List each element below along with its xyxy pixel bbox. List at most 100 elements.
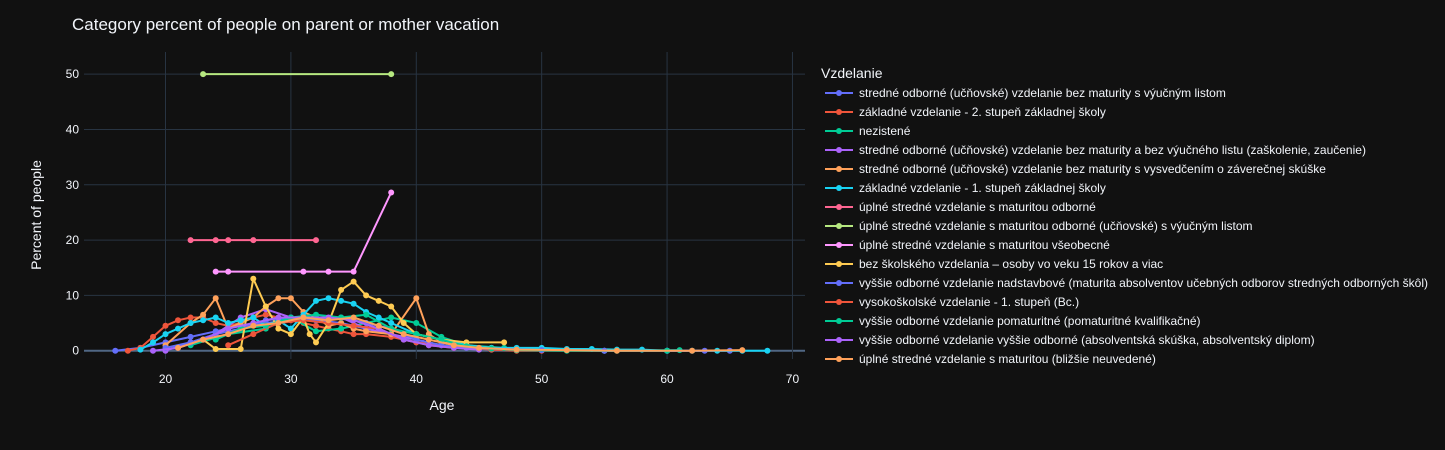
data-point[interactable] xyxy=(225,342,232,349)
data-point[interactable] xyxy=(350,314,357,321)
series-10[interactable] xyxy=(200,275,508,352)
data-point[interactable] xyxy=(513,346,520,353)
series-15[interactable] xyxy=(175,314,746,354)
legend-item-7[interactable]: úplné stredné vzdelanie s maturitou odbo… xyxy=(825,200,1096,214)
data-point[interactable] xyxy=(338,325,345,332)
data-point[interactable] xyxy=(262,311,269,318)
data-point[interactable] xyxy=(250,275,257,282)
data-point[interactable] xyxy=(350,268,357,275)
data-point[interactable] xyxy=(250,331,257,338)
legend-item-13[interactable]: vyššie odborné vzdelanie pomaturitné (po… xyxy=(825,314,1201,328)
data-point[interactable] xyxy=(450,342,457,349)
data-point[interactable] xyxy=(300,314,307,321)
series-7[interactable] xyxy=(187,237,319,244)
data-point[interactable] xyxy=(175,344,181,351)
data-point[interactable] xyxy=(338,297,345,304)
data-point[interactable] xyxy=(225,325,232,332)
data-point[interactable] xyxy=(162,322,169,329)
data-point[interactable] xyxy=(112,347,119,354)
data-point[interactable] xyxy=(689,347,696,354)
data-point[interactable] xyxy=(375,314,382,321)
legend-item-1[interactable]: stredné odborné (učňovské) vzdelanie bez… xyxy=(825,86,1226,100)
legend-item-6[interactable]: základné vzdelanie - 1. stupeň základnej… xyxy=(825,181,1106,195)
data-point[interactable] xyxy=(225,237,232,244)
data-point[interactable] xyxy=(363,311,370,318)
data-point[interactable] xyxy=(225,268,232,275)
data-point[interactable] xyxy=(200,311,207,318)
data-point[interactable] xyxy=(275,295,282,302)
data-point[interactable] xyxy=(764,347,771,354)
data-point[interactable] xyxy=(400,331,407,338)
data-point[interactable] xyxy=(613,347,620,354)
legend[interactable]: Vzdelanie stredné odborné (učňovské) vzd… xyxy=(821,65,1428,366)
data-point[interactable] xyxy=(400,320,407,326)
data-point[interactable] xyxy=(187,314,194,321)
data-point[interactable] xyxy=(212,295,219,302)
data-point[interactable] xyxy=(187,237,194,244)
data-point[interactable] xyxy=(388,314,395,321)
data-point[interactable] xyxy=(476,344,482,351)
data-point[interactable] xyxy=(425,336,432,343)
data-point[interactable] xyxy=(363,292,370,299)
legend-item-3[interactable]: nezistené xyxy=(825,124,911,138)
data-point[interactable] xyxy=(375,322,382,329)
legend-item-11[interactable]: vyššie odborné vzdelanie nadstavbové (ma… xyxy=(825,276,1428,290)
data-point[interactable] xyxy=(187,333,194,340)
data-point[interactable] xyxy=(739,347,746,354)
data-point[interactable] xyxy=(413,295,420,302)
data-point[interactable] xyxy=(150,347,156,354)
data-point[interactable] xyxy=(413,320,420,326)
data-point[interactable] xyxy=(350,322,357,329)
data-point[interactable] xyxy=(250,237,257,244)
data-point[interactable] xyxy=(175,317,181,324)
series-8[interactable] xyxy=(200,71,395,78)
data-point[interactable] xyxy=(313,311,319,318)
data-point[interactable] xyxy=(212,237,219,244)
data-point[interactable] xyxy=(313,339,319,346)
data-point[interactable] xyxy=(375,297,382,304)
data-point[interactable] xyxy=(275,320,282,326)
data-point[interactable] xyxy=(212,268,219,275)
data-point[interactable] xyxy=(250,314,257,321)
data-point[interactable] xyxy=(237,346,244,352)
data-point[interactable] xyxy=(325,268,332,275)
data-point[interactable] xyxy=(162,331,169,338)
data-point[interactable] xyxy=(212,346,219,352)
data-point[interactable] xyxy=(200,317,207,324)
data-point[interactable] xyxy=(275,325,282,332)
data-point[interactable] xyxy=(325,317,332,324)
data-point[interactable] xyxy=(388,320,395,326)
legend-item-15[interactable]: úplné stredné vzdelanie s maturitou (bli… xyxy=(825,352,1156,366)
data-point[interactable] xyxy=(501,339,508,346)
series-line[interactable] xyxy=(177,316,743,352)
data-point[interactable] xyxy=(175,325,181,332)
data-point[interactable] xyxy=(388,303,395,310)
data-point[interactable] xyxy=(212,314,219,321)
data-point[interactable] xyxy=(313,297,319,304)
legend-item-9[interactable]: úplné stredné vzdelanie s maturitou všeo… xyxy=(825,238,1110,252)
data-point[interactable] xyxy=(150,333,156,340)
data-point[interactable] xyxy=(225,331,232,338)
series-line[interactable] xyxy=(215,192,393,273)
data-point[interactable] xyxy=(287,295,294,302)
data-point[interactable] xyxy=(388,189,395,196)
data-point[interactable] xyxy=(425,342,432,349)
data-point[interactable] xyxy=(388,71,395,78)
data-point[interactable] xyxy=(150,339,156,346)
data-point[interactable] xyxy=(400,336,407,343)
data-point[interactable] xyxy=(313,322,319,329)
data-point[interactable] xyxy=(350,278,357,285)
data-point[interactable] xyxy=(338,286,345,293)
legend-item-8[interactable]: úplné stredné vzdelanie s maturitou odbo… xyxy=(825,219,1253,233)
data-point[interactable] xyxy=(187,320,194,326)
legend-item-10[interactable]: bez školského vzdelania – osoby vo veku … xyxy=(825,257,1163,271)
data-point[interactable] xyxy=(124,347,131,354)
legend-item-12[interactable]: vysokoškolské vzdelanie - 1. stupeň (Bc.… xyxy=(825,295,1079,309)
series-line[interactable] xyxy=(202,277,505,350)
data-point[interactable] xyxy=(212,320,219,326)
data-point[interactable] xyxy=(287,331,294,338)
data-point[interactable] xyxy=(325,295,332,302)
data-point[interactable] xyxy=(250,322,257,329)
data-point[interactable] xyxy=(287,325,294,332)
data-point[interactable] xyxy=(313,237,319,244)
